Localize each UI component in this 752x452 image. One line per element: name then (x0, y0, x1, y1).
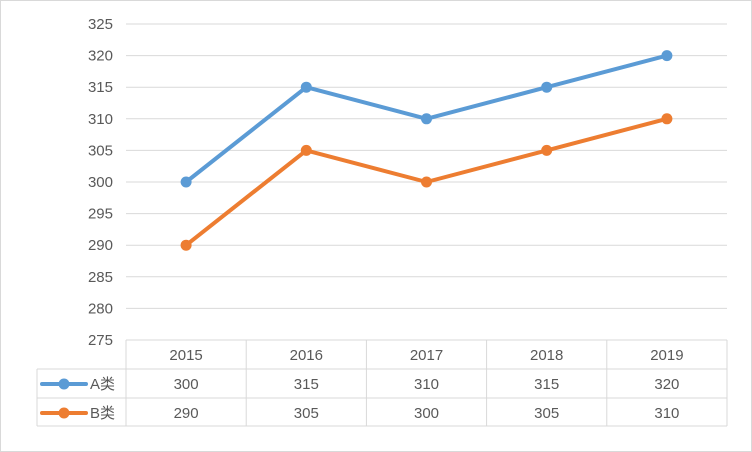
table-value: 305 (294, 405, 319, 422)
table-value: 290 (174, 405, 199, 422)
data-point (421, 176, 432, 188)
data-point (180, 239, 192, 251)
x-tick-label: 2019 (650, 347, 683, 364)
y-tick-label: 290 (88, 237, 113, 254)
data-point (661, 113, 673, 125)
table-value: 315 (534, 376, 559, 393)
y-tick-label: 285 (88, 269, 113, 286)
data-point (421, 113, 432, 125)
y-tick-label: 310 (88, 111, 113, 128)
data-point (300, 81, 312, 93)
y-tick-label: 305 (88, 142, 113, 159)
legend-marker (58, 378, 70, 390)
legend-label: B类 (90, 405, 115, 422)
y-tick-label: 295 (88, 206, 113, 223)
y-tick-label: 280 (88, 300, 113, 317)
table-value: 300 (174, 376, 199, 393)
y-tick-label: 275 (88, 332, 113, 349)
data-point (180, 176, 192, 188)
x-tick-label: 2016 (290, 347, 323, 364)
x-tick-label: 2017 (410, 347, 443, 364)
x-tick-label: 2015 (169, 347, 202, 364)
x-tick-label: 2018 (530, 347, 563, 364)
y-tick-label: 325 (88, 16, 113, 33)
table-value: 310 (654, 405, 679, 422)
legend-label: A类 (90, 376, 115, 393)
legend-marker (58, 407, 70, 419)
table-value: 300 (414, 405, 439, 422)
y-tick-label: 300 (88, 174, 113, 191)
data-point (661, 50, 673, 62)
table-value: 315 (294, 376, 319, 393)
table-value: 320 (654, 376, 679, 393)
data-point (300, 144, 312, 156)
table-value: 305 (534, 405, 559, 422)
y-tick-label: 315 (88, 79, 113, 96)
y-tick-label: 320 (88, 48, 113, 65)
data-point (541, 81, 553, 93)
table-value: 310 (414, 376, 439, 393)
data-point (541, 144, 553, 156)
